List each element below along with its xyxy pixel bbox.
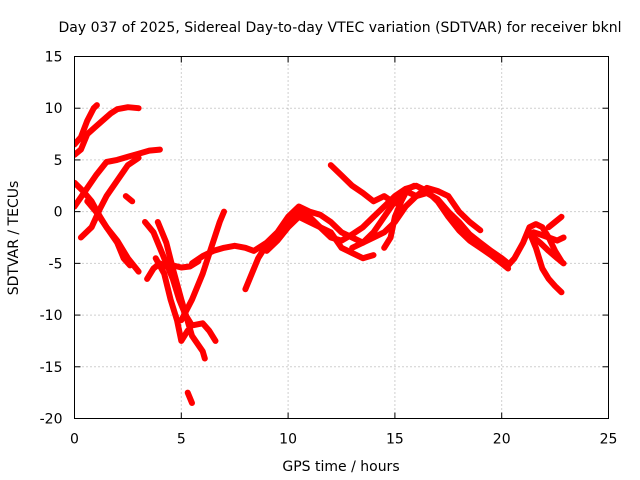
trace-arc-7 — [122, 193, 136, 205]
y-tick-label: -20 — [40, 412, 63, 428]
y-tick-label: 15 — [45, 50, 63, 66]
trace-arc-1 — [74, 102, 100, 148]
y-tick-label: -5 — [49, 256, 63, 272]
trace-arc-17 — [349, 184, 484, 251]
x-axis-label: GPS time / hours — [282, 459, 399, 475]
trace-arc-22 — [530, 234, 567, 267]
trace-arc-5 — [77, 154, 142, 241]
trace-arc-10 — [152, 255, 191, 344]
tick-labels: 0 5 10 15 20 25 -20 -15 -10 -5 0 5 10 15 — [40, 50, 618, 448]
trace-arc-23 — [545, 213, 565, 231]
trace-arc-18 — [381, 182, 418, 251]
trace-arc-20 — [526, 229, 565, 296]
y-tick-label: -10 — [40, 308, 63, 324]
trace-arc-12 — [178, 208, 227, 324]
y-axis-label: SDTVAR / TECUs — [6, 181, 22, 296]
x-tick-label: 25 — [600, 432, 618, 448]
trace-arc-24 — [184, 389, 195, 406]
x-tick-label: 0 — [70, 432, 79, 448]
axis-ticks — [74, 56, 609, 419]
x-tick-label: 5 — [177, 432, 186, 448]
trace-arc-15 — [263, 213, 377, 262]
y-tick-label: 0 — [54, 205, 63, 221]
y-tick-label: -15 — [40, 360, 63, 376]
trace-arc-16 — [327, 162, 398, 207]
data-traces — [74, 102, 567, 406]
chart-title: Day 037 of 2025, Sidereal Day-to-day VTE… — [59, 20, 622, 36]
x-tick-label: 15 — [386, 432, 404, 448]
plot-frame — [74, 56, 609, 419]
y-tick-label: 5 — [54, 153, 63, 169]
x-tick-label: 10 — [279, 432, 297, 448]
y-tick-label: 10 — [45, 101, 63, 117]
trace-arc-21 — [530, 229, 567, 244]
trace-arc-6 — [84, 198, 133, 269]
trace-arc-2 — [74, 104, 142, 158]
trace-group — [74, 102, 567, 406]
trace-arc-3 — [74, 146, 163, 210]
x-tick-label: 20 — [493, 432, 511, 448]
trace-arc-11 — [154, 219, 208, 362]
trace-arc-19 — [505, 221, 565, 269]
